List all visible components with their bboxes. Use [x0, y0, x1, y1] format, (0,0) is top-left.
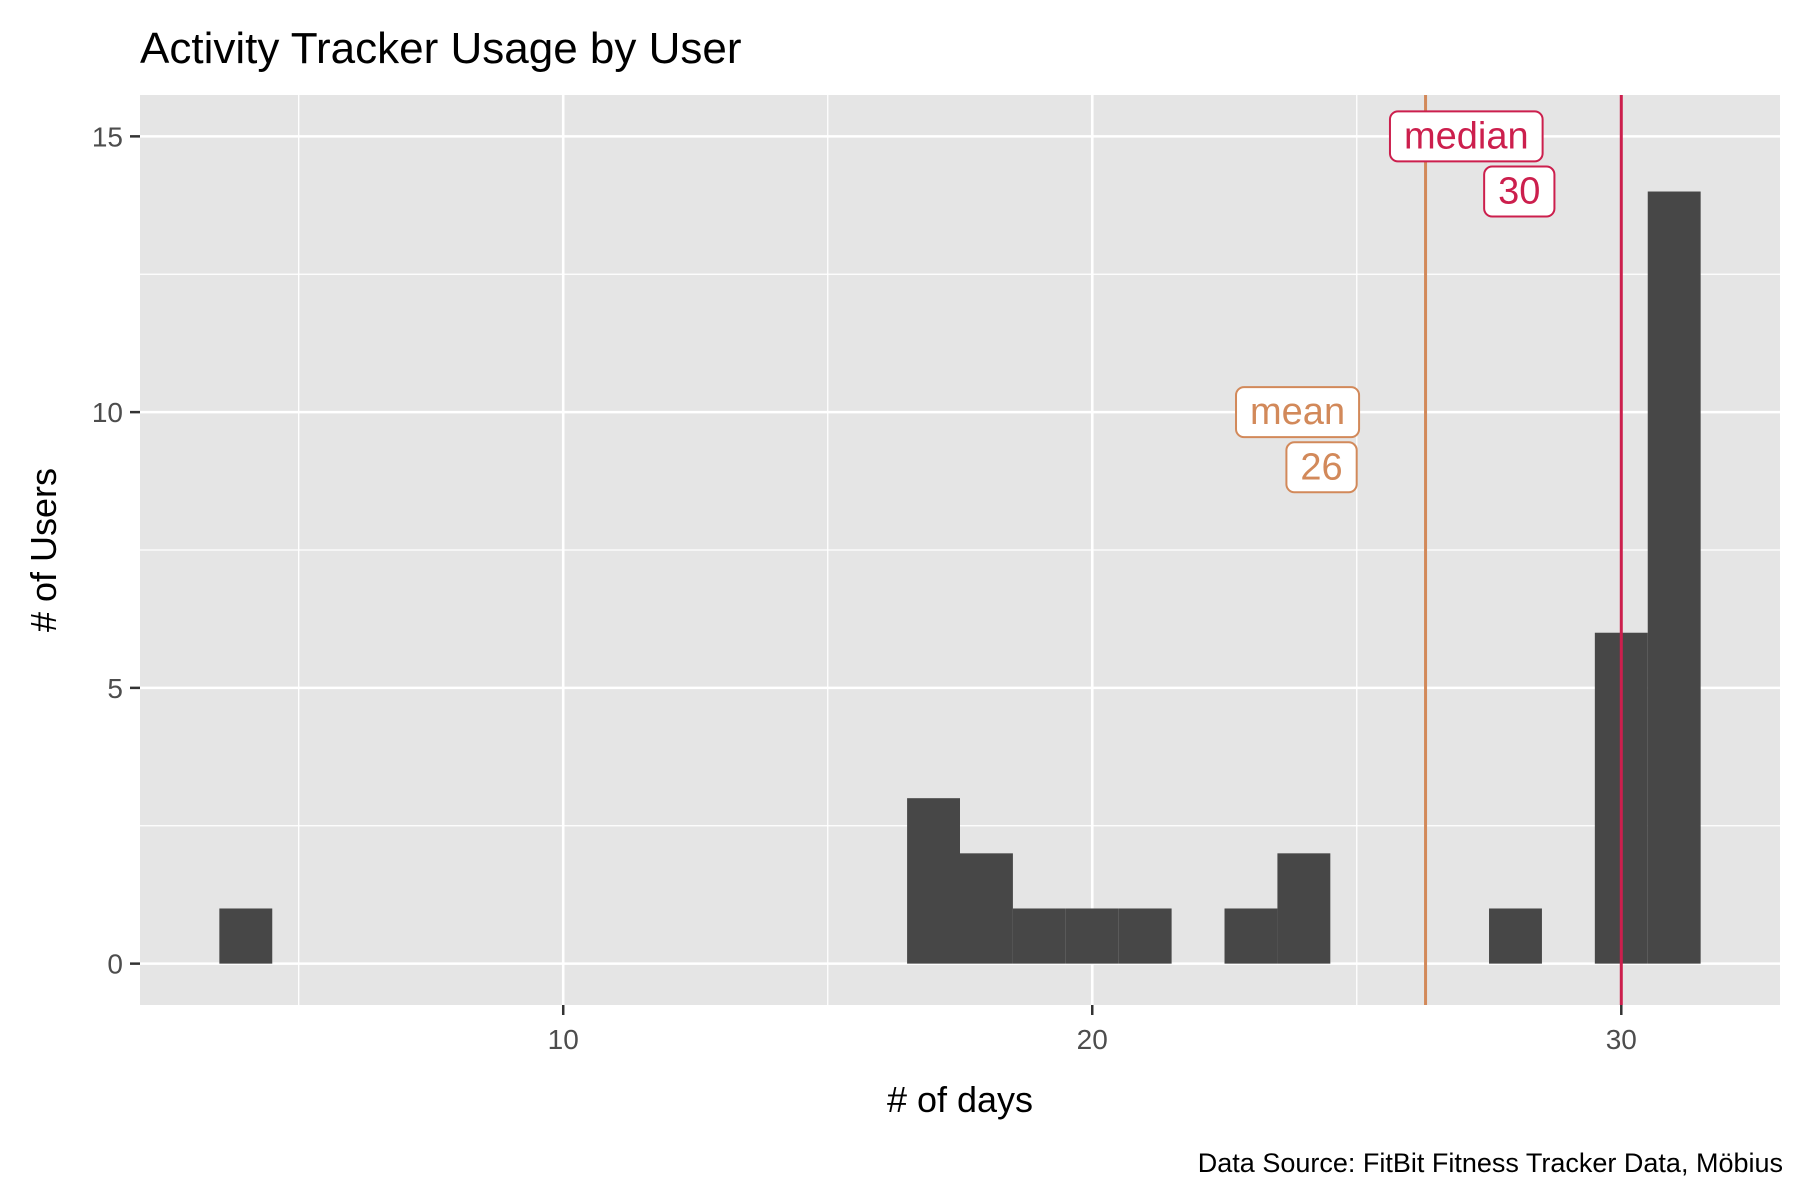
y-tick-label: 5 — [107, 673, 123, 704]
x-axis-title: # of days — [887, 1079, 1033, 1120]
mean-label-box — [1235, 386, 1361, 439]
histogram-bar — [907, 798, 960, 964]
median-label: median — [1388, 110, 1544, 163]
histogram-bar — [1489, 908, 1542, 964]
median-label-text: median — [1404, 115, 1529, 157]
histogram-bar — [1118, 908, 1172, 964]
mean-value-label-box — [1285, 441, 1358, 494]
mean-value-label: 26 — [1285, 441, 1358, 494]
histogram-bar — [1224, 908, 1278, 964]
histogram-bar — [219, 908, 273, 964]
annotations: mean 26 median 30 — [1235, 110, 1556, 494]
x-tick-label: 10 — [548, 1024, 579, 1055]
data-source-caption: Data Source: FitBit Fitness Tracker Data… — [1198, 1148, 1783, 1178]
y-tick-label: 15 — [92, 121, 123, 152]
mean-label-text: mean — [1250, 391, 1345, 433]
histogram-bar — [960, 853, 1013, 964]
histogram-bar — [1647, 191, 1701, 964]
histogram-bar — [1012, 908, 1066, 964]
histogram-bar — [1277, 853, 1331, 964]
median-value-label-text: 30 — [1498, 171, 1540, 213]
chart-title: Activity Tracker Usage by User — [140, 24, 742, 73]
mean-label: mean — [1235, 386, 1361, 439]
x-tick-label: 20 — [1077, 1024, 1108, 1055]
reference-lines — [1424, 95, 1623, 1005]
mean-value-label-text: 26 — [1300, 446, 1342, 488]
y-tick-label: 10 — [92, 397, 123, 428]
axis-ticks: 10 20 30 0 5 10 15 — [92, 121, 1637, 1055]
median-label-box — [1388, 110, 1544, 163]
y-axis-title: # of Users — [23, 468, 64, 632]
median-value-label-box — [1483, 165, 1556, 218]
median-value-label: 30 — [1483, 165, 1556, 218]
x-tick-label: 30 — [1606, 1024, 1637, 1055]
y-tick-label: 0 — [107, 949, 123, 980]
histogram-bar — [1065, 908, 1119, 964]
